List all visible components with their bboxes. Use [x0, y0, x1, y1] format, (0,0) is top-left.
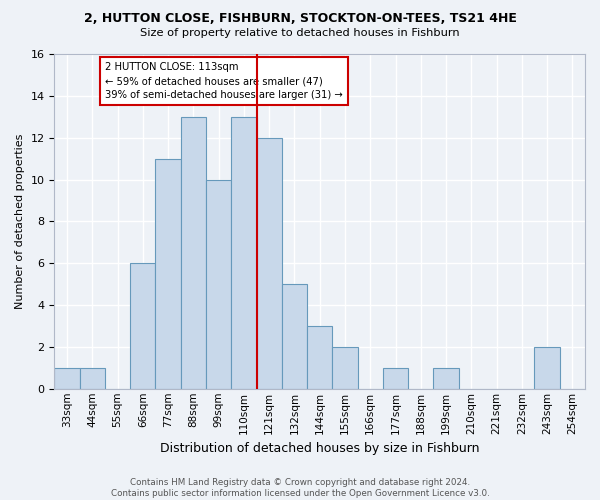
- X-axis label: Distribution of detached houses by size in Fishburn: Distribution of detached houses by size …: [160, 442, 479, 455]
- Bar: [535, 347, 560, 389]
- Bar: [231, 117, 257, 389]
- Bar: [383, 368, 408, 389]
- Bar: [55, 368, 80, 389]
- Y-axis label: Number of detached properties: Number of detached properties: [15, 134, 25, 309]
- Bar: [282, 284, 307, 389]
- Text: 2 HUTTON CLOSE: 113sqm
← 59% of detached houses are smaller (47)
39% of semi-det: 2 HUTTON CLOSE: 113sqm ← 59% of detached…: [105, 62, 343, 100]
- Bar: [257, 138, 282, 389]
- Bar: [206, 180, 231, 389]
- Text: 2, HUTTON CLOSE, FISHBURN, STOCKTON-ON-TEES, TS21 4HE: 2, HUTTON CLOSE, FISHBURN, STOCKTON-ON-T…: [83, 12, 517, 26]
- Bar: [332, 347, 358, 389]
- Text: Contains HM Land Registry data © Crown copyright and database right 2024.
Contai: Contains HM Land Registry data © Crown c…: [110, 478, 490, 498]
- Bar: [307, 326, 332, 389]
- Bar: [155, 158, 181, 389]
- Text: Size of property relative to detached houses in Fishburn: Size of property relative to detached ho…: [140, 28, 460, 38]
- Bar: [80, 368, 105, 389]
- Bar: [181, 117, 206, 389]
- Bar: [433, 368, 458, 389]
- Bar: [130, 263, 155, 389]
